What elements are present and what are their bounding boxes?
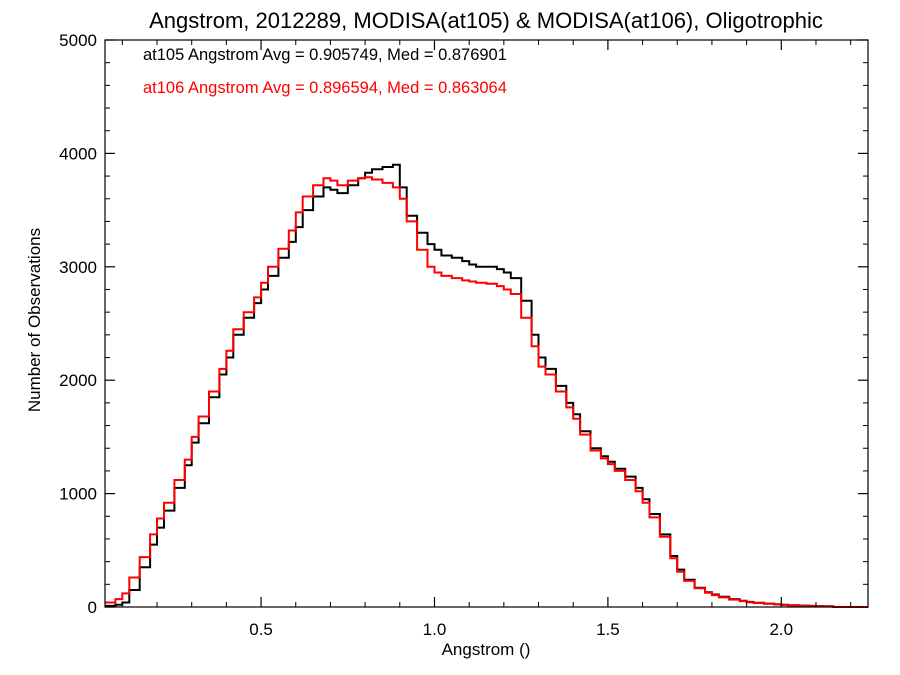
x-tick-label: 1.5 — [596, 620, 620, 639]
x-tick-label: 0.5 — [249, 620, 273, 639]
y-axis-title: Number of Observations — [25, 228, 44, 412]
series-line-at106 — [105, 176, 868, 608]
legend-entry-at105: at105 Angstrom Avg = 0.905749, Med = 0.8… — [143, 46, 507, 64]
chart-title: Angstrom, 2012289, MODISA(at105) & MODIS… — [149, 8, 823, 33]
x-axis: 0.5 1.0 1.5 2.0 — [121, 40, 852, 639]
y-axis: 0 1000 2000 3000 4000 5000 — [59, 31, 868, 617]
y-tick-label: 4000 — [59, 144, 97, 163]
x-tick-label: 1.0 — [423, 620, 447, 639]
series-layer — [105, 163, 868, 608]
y-tick-label: 3000 — [59, 258, 97, 277]
legend: at105 Angstrom Avg = 0.905749, Med = 0.8… — [143, 46, 507, 97]
y-tick-label: 2000 — [59, 371, 97, 390]
x-tick-label: 2.0 — [769, 620, 793, 639]
plot-frame — [104, 39, 869, 608]
y-tick-label: 0 — [88, 598, 97, 617]
y-tick-label: 5000 — [59, 31, 97, 50]
y-tick-label: 1000 — [59, 485, 97, 504]
x-axis-title: Angstrom () — [442, 640, 531, 659]
legend-entry-at106: at106 Angstrom Avg = 0.896594, Med = 0.8… — [143, 79, 507, 97]
